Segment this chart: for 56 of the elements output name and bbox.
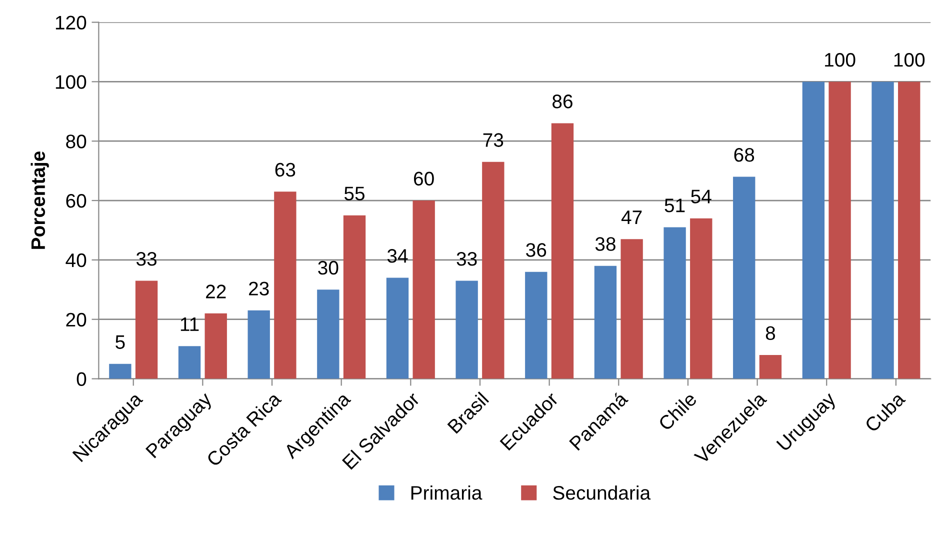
- data-label: 11: [180, 318, 199, 331]
- bar: [802, 82, 825, 379]
- bar: [178, 346, 201, 379]
- bar: [620, 239, 643, 379]
- y-tick-label: 40: [66, 253, 86, 268]
- data-label: 60: [414, 172, 434, 186]
- y-tick-label: 100: [56, 75, 86, 89]
- bar: [204, 313, 227, 379]
- bar: [343, 215, 366, 379]
- bar: [551, 123, 574, 379]
- data-label: 63: [275, 162, 296, 177]
- data-label: 36: [526, 243, 546, 257]
- data-label: 33: [456, 252, 477, 266]
- bar: [898, 82, 920, 379]
- legend-label: Primaria: [411, 485, 482, 500]
- data-label: 34: [387, 249, 408, 263]
- bar: [828, 82, 851, 379]
- y-axis-title: Porcentaje: [30, 151, 49, 249]
- y-tick-label: 20: [66, 312, 86, 327]
- bar: [135, 280, 158, 379]
- data-label: 22: [206, 284, 226, 298]
- data-label: 51: [664, 198, 685, 212]
- data-label: 38: [595, 237, 616, 251]
- data-label: 73: [483, 133, 504, 147]
- y-tick-label: 0: [76, 372, 86, 386]
- bar: [412, 200, 435, 379]
- bar: [759, 354, 782, 379]
- data-label: 54: [691, 190, 712, 204]
- data-label: 68: [734, 148, 754, 162]
- data-label: 100: [894, 52, 925, 67]
- bar: [109, 364, 132, 379]
- data-label: 33: [136, 252, 156, 266]
- bar: [456, 280, 478, 379]
- bar: [317, 290, 340, 379]
- bar: [690, 218, 712, 379]
- bar: [248, 310, 270, 379]
- bar: [274, 192, 296, 379]
- bar: [872, 82, 894, 379]
- legend-label: Secundaria: [553, 485, 651, 500]
- bar: [482, 162, 504, 379]
- data-label: 5: [116, 335, 125, 349]
- data-label: 23: [249, 282, 269, 296]
- data-label: 47: [621, 210, 642, 224]
- y-tick-label: 80: [66, 134, 86, 148]
- bar: [664, 227, 686, 379]
- bar: [386, 278, 409, 379]
- data-label: 8: [766, 326, 776, 340]
- y-tick-label: 60: [66, 194, 86, 208]
- bar: [733, 176, 756, 379]
- y-tick-label: 120: [56, 16, 86, 30]
- data-label: 30: [318, 260, 338, 275]
- bar: [525, 272, 548, 379]
- data-label: 86: [552, 94, 572, 108]
- data-label: 100: [825, 52, 856, 67]
- data-label: 55: [344, 186, 365, 200]
- bar: [594, 266, 617, 379]
